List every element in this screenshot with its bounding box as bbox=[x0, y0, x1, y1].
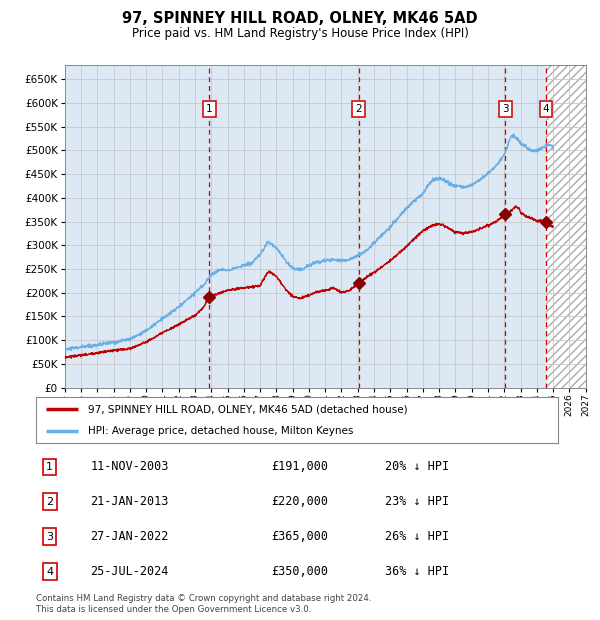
Text: 3: 3 bbox=[46, 532, 53, 542]
Text: 20% ↓ HPI: 20% ↓ HPI bbox=[385, 461, 449, 474]
Text: 36% ↓ HPI: 36% ↓ HPI bbox=[385, 565, 449, 578]
Text: HPI: Average price, detached house, Milton Keynes: HPI: Average price, detached house, Milt… bbox=[88, 426, 353, 436]
Text: 25-JUL-2024: 25-JUL-2024 bbox=[91, 565, 169, 578]
Text: 11-NOV-2003: 11-NOV-2003 bbox=[91, 461, 169, 474]
Text: 23% ↓ HPI: 23% ↓ HPI bbox=[385, 495, 449, 508]
Text: 97, SPINNEY HILL ROAD, OLNEY, MK46 5AD (detached house): 97, SPINNEY HILL ROAD, OLNEY, MK46 5AD (… bbox=[88, 404, 408, 414]
Text: £220,000: £220,000 bbox=[271, 495, 328, 508]
Text: 3: 3 bbox=[502, 104, 509, 113]
Text: £350,000: £350,000 bbox=[271, 565, 328, 578]
Text: Contains HM Land Registry data © Crown copyright and database right 2024.: Contains HM Land Registry data © Crown c… bbox=[36, 593, 371, 603]
Bar bbox=[546, 65, 586, 388]
Text: 27-JAN-2022: 27-JAN-2022 bbox=[91, 530, 169, 543]
Text: 1: 1 bbox=[206, 104, 212, 113]
Text: 97, SPINNEY HILL ROAD, OLNEY, MK46 5AD: 97, SPINNEY HILL ROAD, OLNEY, MK46 5AD bbox=[122, 11, 478, 26]
Text: £191,000: £191,000 bbox=[271, 461, 328, 474]
Text: This data is licensed under the Open Government Licence v3.0.: This data is licensed under the Open Gov… bbox=[36, 604, 311, 614]
Text: 2: 2 bbox=[355, 104, 362, 113]
Text: 21-JAN-2013: 21-JAN-2013 bbox=[91, 495, 169, 508]
Text: 4: 4 bbox=[542, 104, 549, 113]
Text: 1: 1 bbox=[46, 462, 53, 472]
Text: 26% ↓ HPI: 26% ↓ HPI bbox=[385, 530, 449, 543]
Text: 4: 4 bbox=[46, 567, 53, 577]
Text: Price paid vs. HM Land Registry's House Price Index (HPI): Price paid vs. HM Land Registry's House … bbox=[131, 27, 469, 40]
Text: £365,000: £365,000 bbox=[271, 530, 328, 543]
Text: 2: 2 bbox=[46, 497, 53, 507]
